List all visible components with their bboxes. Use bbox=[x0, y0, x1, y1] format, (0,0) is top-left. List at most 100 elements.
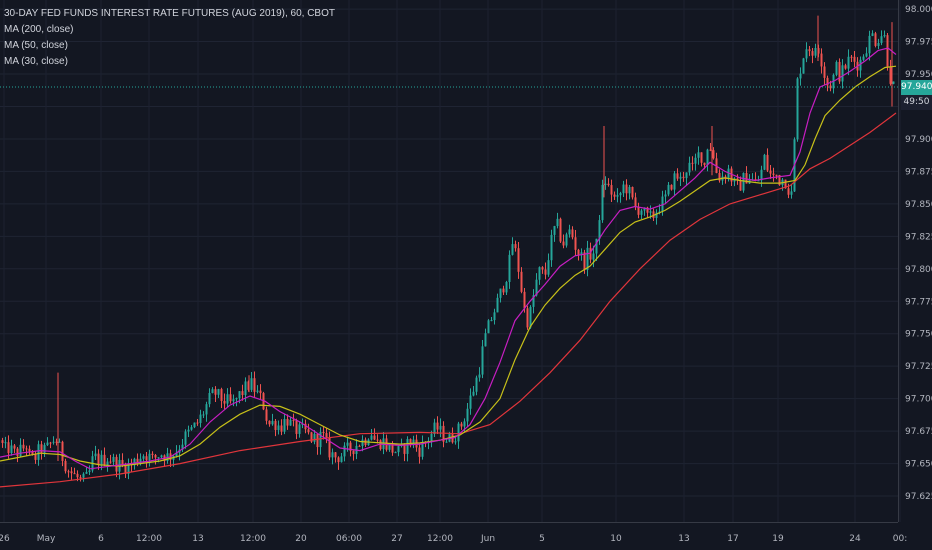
candle bbox=[514, 240, 517, 252]
candle bbox=[622, 180, 625, 198]
candle bbox=[10, 439, 13, 456]
candle bbox=[43, 442, 46, 457]
candle bbox=[388, 444, 391, 452]
candle bbox=[196, 418, 199, 426]
candle bbox=[211, 387, 214, 394]
candle bbox=[88, 465, 91, 476]
candle bbox=[685, 172, 688, 186]
y-tick-label: 97.650 bbox=[905, 460, 932, 470]
candle bbox=[307, 423, 310, 435]
x-tick-label: 12:00 bbox=[136, 534, 162, 544]
candle bbox=[181, 438, 184, 452]
x-tick-label: 27 bbox=[391, 534, 402, 544]
candle bbox=[103, 447, 106, 467]
candle bbox=[478, 367, 481, 382]
legend-ma200[interactable]: MA (200, close) bbox=[4, 24, 74, 35]
x-tick-label: 00: bbox=[893, 534, 907, 544]
candle bbox=[49, 441, 52, 449]
candle bbox=[850, 54, 853, 62]
candle bbox=[277, 420, 280, 435]
candle bbox=[418, 443, 421, 464]
legend-ma50[interactable]: MA (50, close) bbox=[4, 40, 68, 51]
candle bbox=[766, 148, 769, 172]
candle bbox=[64, 458, 67, 474]
candle bbox=[175, 445, 178, 458]
y-tick-label: 97.850 bbox=[905, 200, 932, 210]
candle bbox=[358, 444, 361, 447]
candle bbox=[763, 153, 766, 171]
candle bbox=[682, 171, 685, 182]
candle bbox=[559, 217, 562, 244]
candle bbox=[58, 438, 61, 443]
candle bbox=[334, 452, 337, 463]
y-tick-label: 97.875 bbox=[905, 167, 932, 177]
candle bbox=[148, 449, 151, 467]
candle bbox=[274, 418, 277, 437]
candle bbox=[82, 472, 85, 482]
candle bbox=[823, 62, 826, 86]
candle bbox=[742, 172, 745, 193]
legend-ma30[interactable]: MA (30, close) bbox=[4, 56, 68, 67]
candle bbox=[220, 387, 223, 408]
candle bbox=[496, 293, 499, 313]
candle bbox=[550, 229, 553, 267]
ma30-line bbox=[0, 47, 897, 470]
candle bbox=[217, 388, 220, 398]
y-tick-label: 97.675 bbox=[905, 427, 932, 437]
candle bbox=[625, 179, 628, 201]
candle bbox=[772, 167, 775, 182]
candle bbox=[151, 451, 154, 459]
candle bbox=[310, 431, 313, 444]
candle bbox=[337, 456, 340, 470]
candle bbox=[601, 179, 604, 223]
candle bbox=[286, 414, 289, 430]
candle bbox=[769, 164, 772, 179]
candle bbox=[841, 59, 844, 89]
candle bbox=[73, 467, 76, 475]
candle bbox=[127, 458, 130, 480]
y-tick-label: 97.750 bbox=[905, 330, 932, 340]
candle bbox=[295, 418, 298, 440]
candle bbox=[259, 384, 262, 400]
candle bbox=[709, 143, 712, 152]
candle bbox=[208, 388, 211, 408]
candle bbox=[475, 375, 478, 396]
candle bbox=[868, 30, 871, 61]
candle bbox=[430, 430, 433, 448]
countdown-tag: 49:50 bbox=[901, 95, 932, 110]
candle bbox=[316, 433, 319, 455]
candle bbox=[607, 178, 610, 187]
candle bbox=[547, 253, 550, 277]
candle bbox=[802, 57, 805, 74]
candle bbox=[466, 402, 469, 427]
candle bbox=[481, 339, 484, 379]
y-tick-label: 97.800 bbox=[905, 265, 932, 275]
candle bbox=[697, 146, 700, 165]
candle bbox=[331, 448, 334, 465]
candle bbox=[226, 388, 229, 408]
candle bbox=[442, 421, 445, 448]
candle bbox=[712, 147, 715, 160]
candle bbox=[796, 77, 799, 142]
candle bbox=[619, 191, 622, 203]
last-price-tag: 97.940 bbox=[901, 79, 932, 95]
candle bbox=[679, 172, 682, 187]
candle bbox=[343, 442, 346, 462]
candle bbox=[16, 446, 19, 463]
candle bbox=[229, 387, 232, 404]
candle bbox=[55, 438, 58, 446]
y-tick-label: 98.000 bbox=[905, 5, 932, 15]
candle bbox=[340, 452, 343, 463]
candle bbox=[22, 439, 25, 452]
candle bbox=[460, 421, 463, 430]
candle bbox=[535, 273, 538, 297]
candle bbox=[319, 427, 322, 455]
candle bbox=[271, 413, 274, 426]
candle bbox=[469, 388, 472, 415]
candle bbox=[541, 266, 544, 274]
candle bbox=[706, 148, 709, 172]
candle bbox=[688, 156, 691, 176]
